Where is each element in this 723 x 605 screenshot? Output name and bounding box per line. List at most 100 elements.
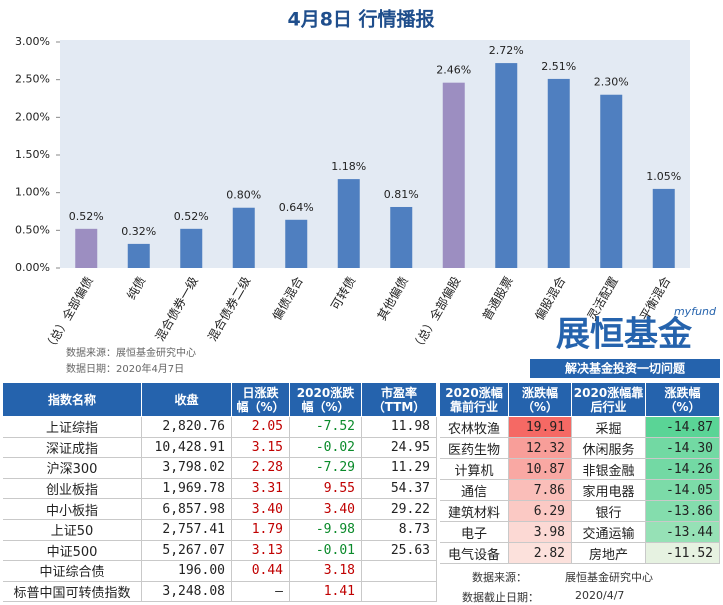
value-label: 0.52% [174,210,209,223]
bar [547,78,570,268]
table-cell: 0.44 [232,561,290,582]
page-title: 4月8日 行情播报 [287,8,434,31]
table-header: 2020涨幅 靠前行业 [440,383,509,417]
table-cell: -9.98 [290,520,362,541]
cell-text: 1,969.78 [162,481,225,497]
table-cell: 电子 [440,522,509,543]
cell-text: 医药生物 [447,442,500,458]
bar [495,63,518,268]
table-cell: 创业板指 [3,478,142,500]
table-cell: 11.98 [362,417,437,438]
header-text: 后行业 [590,399,627,414]
cell-text: 交通运输 [582,526,635,542]
cell-text: 8.73 [398,522,430,538]
table-cell: 19.91 [509,417,572,438]
table-cell: 54.37 [362,478,437,500]
bar [127,243,150,268]
header-text: 2020涨幅靠 [573,385,644,400]
bar [600,94,623,268]
table-cell: 上证综指 [3,417,142,438]
cell-text: -11.52 [666,545,713,561]
table-cell: 2.05 [232,417,290,438]
bar [337,179,360,268]
cell-text: 沪深300 [46,462,98,478]
footer-value: 展恒基金研究中心 [565,571,653,584]
table-cell: 休闲服务 [572,438,646,459]
bar [75,228,98,268]
cell-text: 3,248.08 [162,584,225,600]
table-cell: 3,798.02 [142,458,232,479]
value-label: 2.30% [594,76,629,89]
cell-text: 10,428.91 [154,439,225,455]
value-label: 0.80% [226,189,261,202]
table-cell: 6.29 [509,501,572,522]
table-header: 涨跌幅 （%） [509,383,572,417]
cell-text: 6,857.98 [162,501,225,517]
table-cell: 家用电器 [572,480,646,501]
value-label: 1.18% [331,160,366,173]
table-cell: 3.15 [232,437,290,459]
table-cell: 10,428.91 [142,437,232,459]
logo-slogan: 解决基金投资一切问题 [565,361,686,376]
cell-text: 2.28 [251,460,283,476]
logo-bar [530,359,720,378]
table-cell: -0.01 [290,540,362,562]
header-text: 2020涨跌 [296,385,355,400]
y-tick-label: 1.00% [15,186,50,199]
table-cell: -14.30 [646,438,720,459]
x-tick-label: 偏债混合 [269,274,306,323]
cell-text: 9.55 [323,481,355,497]
table-cell: 2.82 [509,543,572,564]
cell-text: 家用电器 [582,484,635,500]
bar [285,219,308,268]
table-cell: 3.13 [232,540,290,562]
table-cell: 29.22 [362,499,437,520]
table-cell: -14.87 [646,417,720,438]
cell-text: 2,820.76 [162,419,225,435]
table-cell: 非银金融 [572,459,646,480]
value-label: 0.32% [121,225,156,238]
table-cell: -13.44 [646,522,720,543]
table-cell: 农林牧渔 [440,417,509,438]
value-label: 2.46% [436,64,471,77]
header-text: （%） [521,399,559,414]
cell-text: 中证500 [46,544,98,560]
value-label: 2.51% [541,60,576,73]
cell-text: -13.44 [666,524,713,540]
x-tick-label: 混合债券一级 [152,274,201,344]
cell-text: 创业板指 [45,483,98,499]
cell-text: 6.29 [533,503,565,519]
table-cell: 电气设备 [440,543,509,564]
table-cell: 2,757.41 [142,520,232,541]
table-cell: 1,969.78 [142,478,232,500]
y-tick-label: 0.50% [15,223,50,236]
table-cell: -7.52 [290,417,362,438]
cell-text: -9.98 [315,522,355,538]
x-tick-label: 混合债券二级 [204,274,253,344]
x-tick-label: （总）全部偏股 [408,274,463,354]
cell-text: 3.40 [251,501,283,517]
table-header: 收盘 [142,383,232,417]
header-text: 靠前行业 [449,399,498,414]
header-text: 市盈率 [380,385,417,400]
cell-text: -14.05 [666,482,713,498]
table-cell: 交通运输 [572,522,646,543]
bar [652,188,675,268]
cell-text: 7.86 [533,482,565,498]
table-cell: 房地产 [572,543,646,564]
cell-text: 电气设备 [447,547,500,563]
table-cell: 3,248.08 [142,581,232,603]
table-cell: 中证综合债 [3,561,142,582]
table-cell: – [232,581,290,603]
header-text: 日涨跌 [242,385,279,400]
bar [442,82,465,269]
header-text: （TTM） [372,399,426,414]
cell-text: 中小板指 [45,503,98,519]
cell-text: 2.82 [533,545,565,561]
x-tick-label: 纯债 [124,274,148,302]
table-cell: -11.52 [646,543,720,564]
cell-text: 3,798.02 [162,460,225,476]
bar [180,228,203,268]
cell-text: 25.63 [390,542,430,558]
